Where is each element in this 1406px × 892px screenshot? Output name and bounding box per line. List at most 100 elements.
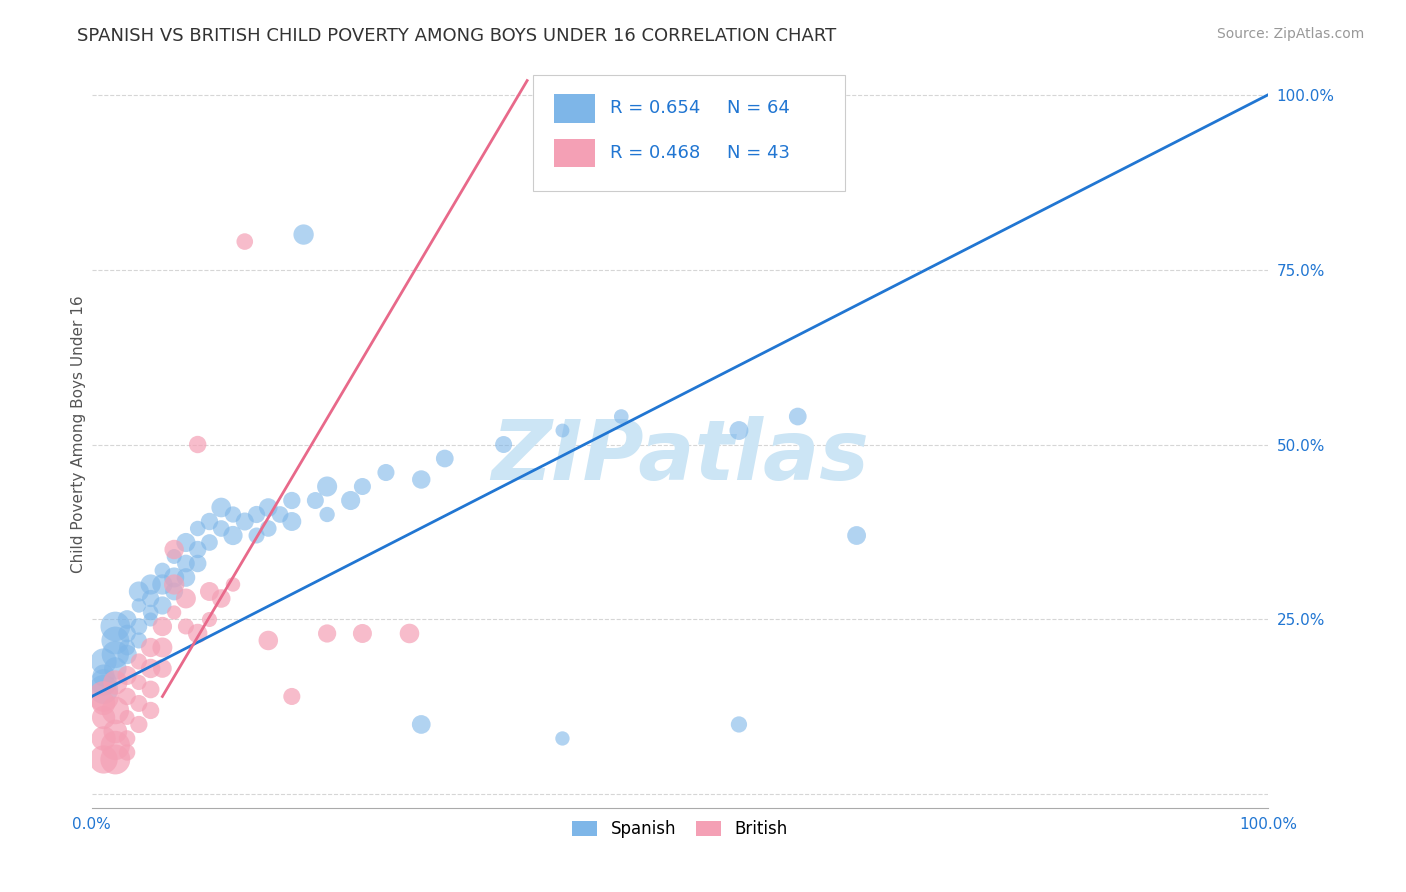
Point bbox=[139, 577, 162, 591]
Point bbox=[551, 424, 574, 438]
Point bbox=[257, 633, 280, 648]
Point bbox=[163, 584, 186, 599]
Point bbox=[198, 584, 221, 599]
Point bbox=[728, 424, 751, 438]
Point bbox=[104, 703, 127, 717]
Point bbox=[233, 515, 256, 529]
Point bbox=[115, 640, 138, 655]
Point bbox=[198, 515, 221, 529]
Point bbox=[128, 717, 150, 731]
Point bbox=[174, 557, 197, 571]
Point bbox=[304, 493, 326, 508]
Point bbox=[492, 437, 515, 451]
Point bbox=[93, 655, 115, 669]
Point bbox=[245, 528, 267, 542]
Point bbox=[610, 409, 633, 424]
Point bbox=[115, 710, 138, 724]
Point bbox=[152, 661, 174, 675]
Point bbox=[104, 661, 127, 675]
Text: Source: ZipAtlas.com: Source: ZipAtlas.com bbox=[1216, 27, 1364, 41]
Point bbox=[174, 570, 197, 584]
Text: R = 0.654: R = 0.654 bbox=[610, 99, 700, 117]
Point bbox=[115, 668, 138, 682]
Point bbox=[93, 697, 115, 711]
Point bbox=[187, 557, 209, 571]
Point bbox=[222, 508, 245, 522]
Point bbox=[139, 591, 162, 606]
Point bbox=[187, 437, 209, 451]
FancyBboxPatch shape bbox=[554, 139, 595, 168]
Point bbox=[115, 612, 138, 626]
Point bbox=[104, 739, 127, 753]
Point bbox=[152, 564, 174, 578]
Point bbox=[139, 612, 162, 626]
Text: N = 64: N = 64 bbox=[727, 99, 790, 117]
Point bbox=[233, 235, 256, 249]
Point bbox=[352, 626, 374, 640]
Point bbox=[786, 409, 808, 424]
Point bbox=[115, 648, 138, 662]
Point bbox=[93, 668, 115, 682]
Point bbox=[728, 717, 751, 731]
Point bbox=[139, 606, 162, 620]
Point bbox=[222, 577, 245, 591]
Point bbox=[128, 584, 150, 599]
Point bbox=[551, 731, 574, 746]
Point bbox=[104, 724, 127, 739]
Point bbox=[209, 521, 232, 535]
Point bbox=[316, 479, 339, 493]
Text: SPANISH VS BRITISH CHILD POVERTY AMONG BOYS UNDER 16 CORRELATION CHART: SPANISH VS BRITISH CHILD POVERTY AMONG B… bbox=[77, 27, 837, 45]
Point bbox=[128, 599, 150, 613]
Point bbox=[411, 473, 433, 487]
Point bbox=[93, 710, 115, 724]
Point bbox=[281, 515, 304, 529]
Point bbox=[222, 528, 245, 542]
Point bbox=[198, 612, 221, 626]
Point bbox=[163, 570, 186, 584]
Point bbox=[316, 626, 339, 640]
Point bbox=[187, 626, 209, 640]
Point bbox=[269, 508, 291, 522]
Point bbox=[128, 697, 150, 711]
Point bbox=[128, 619, 150, 633]
Point bbox=[93, 675, 115, 690]
Point bbox=[163, 549, 186, 564]
Point bbox=[845, 528, 868, 542]
Point bbox=[257, 500, 280, 515]
Point bbox=[152, 577, 174, 591]
Point bbox=[93, 690, 115, 704]
FancyBboxPatch shape bbox=[554, 94, 595, 122]
Point bbox=[115, 690, 138, 704]
Point bbox=[93, 731, 115, 746]
Point bbox=[339, 493, 361, 508]
Point bbox=[163, 542, 186, 557]
Point bbox=[104, 648, 127, 662]
Point bbox=[152, 599, 174, 613]
Point bbox=[93, 682, 115, 697]
Point bbox=[257, 521, 280, 535]
Point bbox=[115, 731, 138, 746]
Point bbox=[174, 535, 197, 549]
Point bbox=[139, 682, 162, 697]
Point bbox=[128, 655, 150, 669]
Point bbox=[152, 640, 174, 655]
Point bbox=[128, 633, 150, 648]
Point bbox=[281, 493, 304, 508]
Point bbox=[104, 752, 127, 766]
Point bbox=[104, 675, 127, 690]
Point bbox=[152, 619, 174, 633]
Point bbox=[128, 675, 150, 690]
Point bbox=[93, 752, 115, 766]
Point bbox=[174, 619, 197, 633]
Point bbox=[209, 591, 232, 606]
Point bbox=[375, 466, 398, 480]
Point bbox=[198, 535, 221, 549]
Point bbox=[139, 661, 162, 675]
Point bbox=[163, 606, 186, 620]
Point bbox=[139, 703, 162, 717]
Text: N = 43: N = 43 bbox=[727, 145, 790, 162]
Point bbox=[187, 521, 209, 535]
Point bbox=[433, 451, 456, 466]
Point bbox=[398, 626, 420, 640]
Point bbox=[115, 626, 138, 640]
